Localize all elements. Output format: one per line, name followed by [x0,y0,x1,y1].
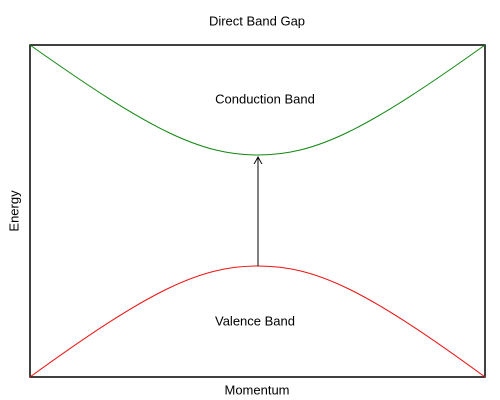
frame [29,44,486,378]
conduction-band-curve [29,44,486,156]
y-axis-label: Energy [6,190,21,232]
valence-band-label: Valence Band [215,313,295,328]
conduction-band-label: Conduction Band [215,91,315,106]
title: Direct Band Gap [209,13,305,28]
x-axis-label: Momentum [224,382,289,397]
